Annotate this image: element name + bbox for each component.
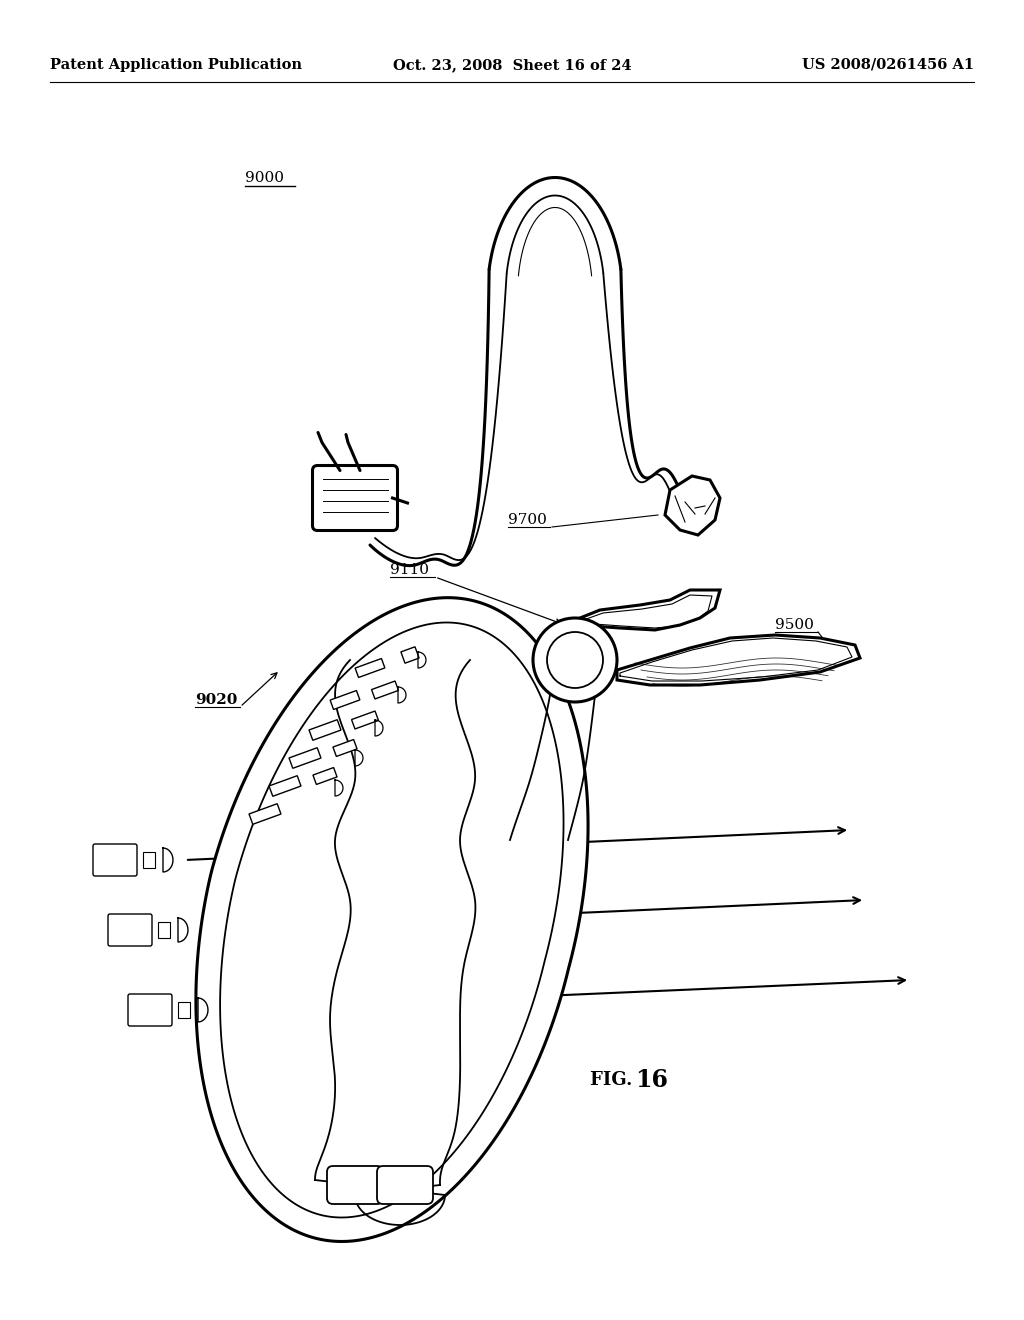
Polygon shape bbox=[351, 711, 379, 729]
Text: 9700: 9700 bbox=[508, 513, 547, 527]
Polygon shape bbox=[575, 590, 720, 630]
Text: Patent Application Publication: Patent Application Publication bbox=[50, 58, 302, 73]
Polygon shape bbox=[401, 647, 419, 663]
Text: 9500: 9500 bbox=[775, 618, 814, 632]
Text: Oct. 23, 2008  Sheet 16 of 24: Oct. 23, 2008 Sheet 16 of 24 bbox=[392, 58, 632, 73]
Circle shape bbox=[547, 632, 603, 688]
Polygon shape bbox=[289, 747, 321, 768]
FancyBboxPatch shape bbox=[377, 1166, 433, 1204]
Polygon shape bbox=[355, 659, 385, 677]
Text: 9020: 9020 bbox=[195, 693, 238, 708]
Text: 16: 16 bbox=[635, 1068, 668, 1092]
Text: US 2008/0261456 A1: US 2008/0261456 A1 bbox=[802, 58, 974, 73]
Polygon shape bbox=[249, 804, 281, 824]
Text: 90100: 90100 bbox=[358, 843, 407, 857]
Polygon shape bbox=[372, 681, 398, 700]
Polygon shape bbox=[333, 739, 357, 756]
Bar bbox=[158, 921, 170, 939]
Bar bbox=[143, 851, 155, 869]
Polygon shape bbox=[617, 635, 860, 685]
FancyBboxPatch shape bbox=[108, 913, 152, 946]
Text: 9000: 9000 bbox=[245, 172, 284, 185]
Polygon shape bbox=[313, 767, 337, 784]
FancyBboxPatch shape bbox=[128, 994, 172, 1026]
Polygon shape bbox=[665, 477, 720, 535]
Polygon shape bbox=[220, 623, 563, 1217]
FancyBboxPatch shape bbox=[93, 843, 137, 876]
Bar bbox=[178, 1002, 190, 1018]
Circle shape bbox=[534, 618, 617, 702]
Polygon shape bbox=[330, 690, 359, 709]
FancyBboxPatch shape bbox=[312, 466, 397, 531]
Text: 9110: 9110 bbox=[390, 564, 429, 577]
Polygon shape bbox=[309, 719, 341, 741]
Polygon shape bbox=[196, 598, 588, 1242]
Text: 9030: 9030 bbox=[532, 913, 570, 927]
FancyBboxPatch shape bbox=[327, 1166, 383, 1204]
Text: FIG.: FIG. bbox=[590, 1071, 639, 1089]
Polygon shape bbox=[269, 776, 301, 796]
